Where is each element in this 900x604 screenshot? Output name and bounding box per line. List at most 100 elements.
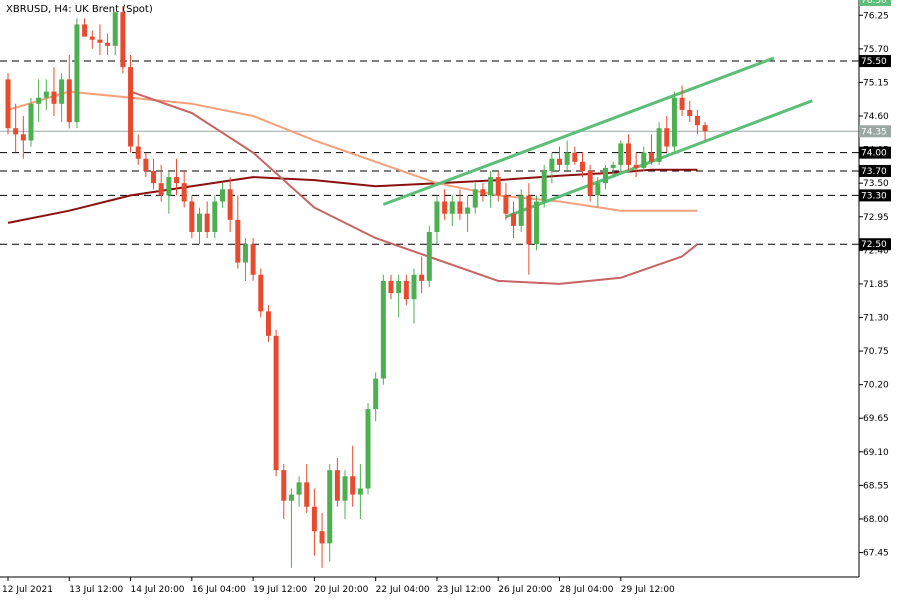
candle [181,170,187,208]
candle [36,79,42,123]
candle-body [235,219,241,263]
candle-body [97,39,103,43]
candle-body [28,103,34,141]
level-label: 73.30 [861,191,887,201]
candle [135,134,141,165]
candle-body [549,158,555,171]
y-tick-label: 70.75 [863,347,889,357]
candle-body [311,506,317,532]
candle [633,152,639,178]
y-tick-label: 74.60 [863,112,889,122]
candle-body [664,128,670,147]
level-label: 72.50 [861,240,887,250]
candle [357,464,363,519]
candle [59,73,65,123]
candle-body [702,125,708,132]
candle [166,170,172,214]
level-label-bg [859,238,891,251]
candle-body [189,201,195,233]
chart-title: XBRUSD, H4: UK Brent (Spot) [6,4,153,15]
candle-body [174,177,180,184]
candle-body [204,213,210,233]
candle-body [36,97,42,104]
candle [602,164,608,190]
candle-body [426,232,432,281]
moving-average-line [7,90,698,212]
moving-average-line [7,168,698,224]
candle [120,6,126,74]
candle [488,170,494,208]
candle [105,33,111,55]
x-tick-label: 23 Jul 12:00 [437,585,491,595]
candle [434,195,440,245]
candle [5,73,11,135]
candle [610,161,616,178]
y-tick-label: 69.10 [863,448,889,458]
candle-body [618,143,624,165]
candle [518,189,524,233]
candle-body [66,79,72,123]
candle [480,183,486,202]
candle [74,18,80,129]
candle [273,329,279,477]
x-tick-label: 22 Jul 04:00 [376,585,430,595]
candle [403,274,409,306]
candle-body [43,91,49,98]
candle [580,152,585,178]
x-tick-label: 20 Jul 20:00 [314,585,368,595]
candle-body [434,201,440,233]
channel-line [382,56,775,206]
candle-body [572,152,578,162]
candle-body [13,128,19,135]
candle [327,464,333,562]
candle [388,274,394,300]
current-price-label-bg [859,125,891,138]
candle [258,268,264,318]
candle-body [595,183,601,196]
candle [549,152,555,184]
candle [625,134,631,171]
candle-body [365,409,371,489]
candle-body [105,42,111,46]
candle-body [197,213,202,233]
candle [572,146,578,165]
candle-body [602,167,608,184]
x-tick-label: 14 Jul 20:00 [131,585,185,595]
moving-average-line [130,90,699,285]
y-tick-label: 70.20 [863,381,889,391]
x-tick-label: 19 Jul 12:00 [253,585,307,595]
candle [557,146,563,171]
candle [204,201,210,239]
candle-body [526,195,532,245]
candle [20,116,26,159]
candle-body [457,201,463,214]
candle [595,177,601,208]
candle-body [89,36,95,40]
candle-body [465,207,471,214]
candle [380,274,386,385]
candle [66,54,72,129]
candle [419,256,425,294]
candle-body [687,109,693,117]
y-tick-label: 72.95 [863,213,889,223]
candle-body [242,244,248,263]
candle [227,177,233,233]
y-tick-label: 75.70 [863,45,889,55]
candle-body [541,170,547,202]
candle [28,97,34,147]
candle [296,476,302,507]
candle [128,54,134,153]
top-price-label-bg [859,0,891,6]
candle [189,195,195,239]
candle-body [143,158,149,171]
candle-body [350,476,356,495]
candle-body [334,470,340,501]
candle [679,85,685,117]
y-tick-label: 71.85 [863,280,889,290]
candle [671,91,677,153]
y-tick-label: 68.00 [863,515,889,525]
level-label-bg [859,189,891,202]
candle [534,195,540,251]
candle [304,464,310,513]
